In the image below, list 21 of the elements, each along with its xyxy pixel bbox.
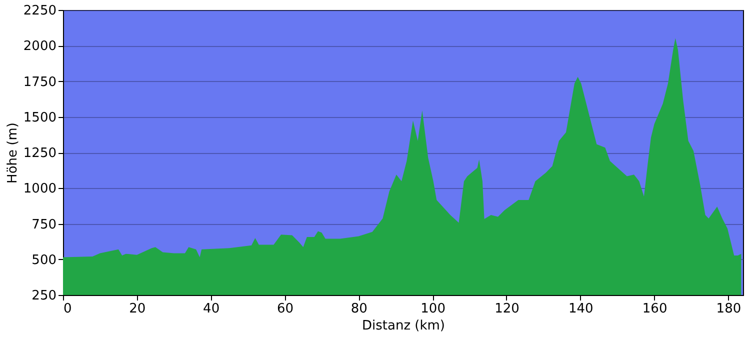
- x-tick-label: 80: [350, 302, 368, 316]
- x-tick-label: 40: [203, 302, 220, 316]
- x-tick-label: 0: [64, 302, 72, 316]
- y-tick-label: 250: [32, 288, 56, 304]
- x-axis-title: Distanz (km): [362, 318, 445, 334]
- x-tick-label: 100: [420, 302, 446, 316]
- y-tick-label: 2000: [23, 39, 56, 54]
- y-tick-label: 1500: [23, 110, 56, 126]
- y-axis-title: Höhe (m): [5, 122, 20, 184]
- y-tick-label: 1000: [23, 182, 56, 197]
- x-tick-label: 20: [129, 302, 146, 316]
- x-tick-label: 160: [642, 302, 668, 316]
- y-tick-label: 2250: [23, 4, 56, 18]
- y-tick-label: 500: [32, 252, 56, 268]
- x-tick-label: 180: [716, 302, 742, 316]
- x-tick-label: 120: [494, 302, 520, 316]
- x-tick-label: 140: [568, 302, 594, 316]
- y-tick-label: 750: [32, 217, 56, 232]
- y-tick-label: 1750: [23, 74, 56, 90]
- y-tick-label: 1250: [23, 146, 56, 161]
- x-tick-label: 60: [276, 302, 294, 316]
